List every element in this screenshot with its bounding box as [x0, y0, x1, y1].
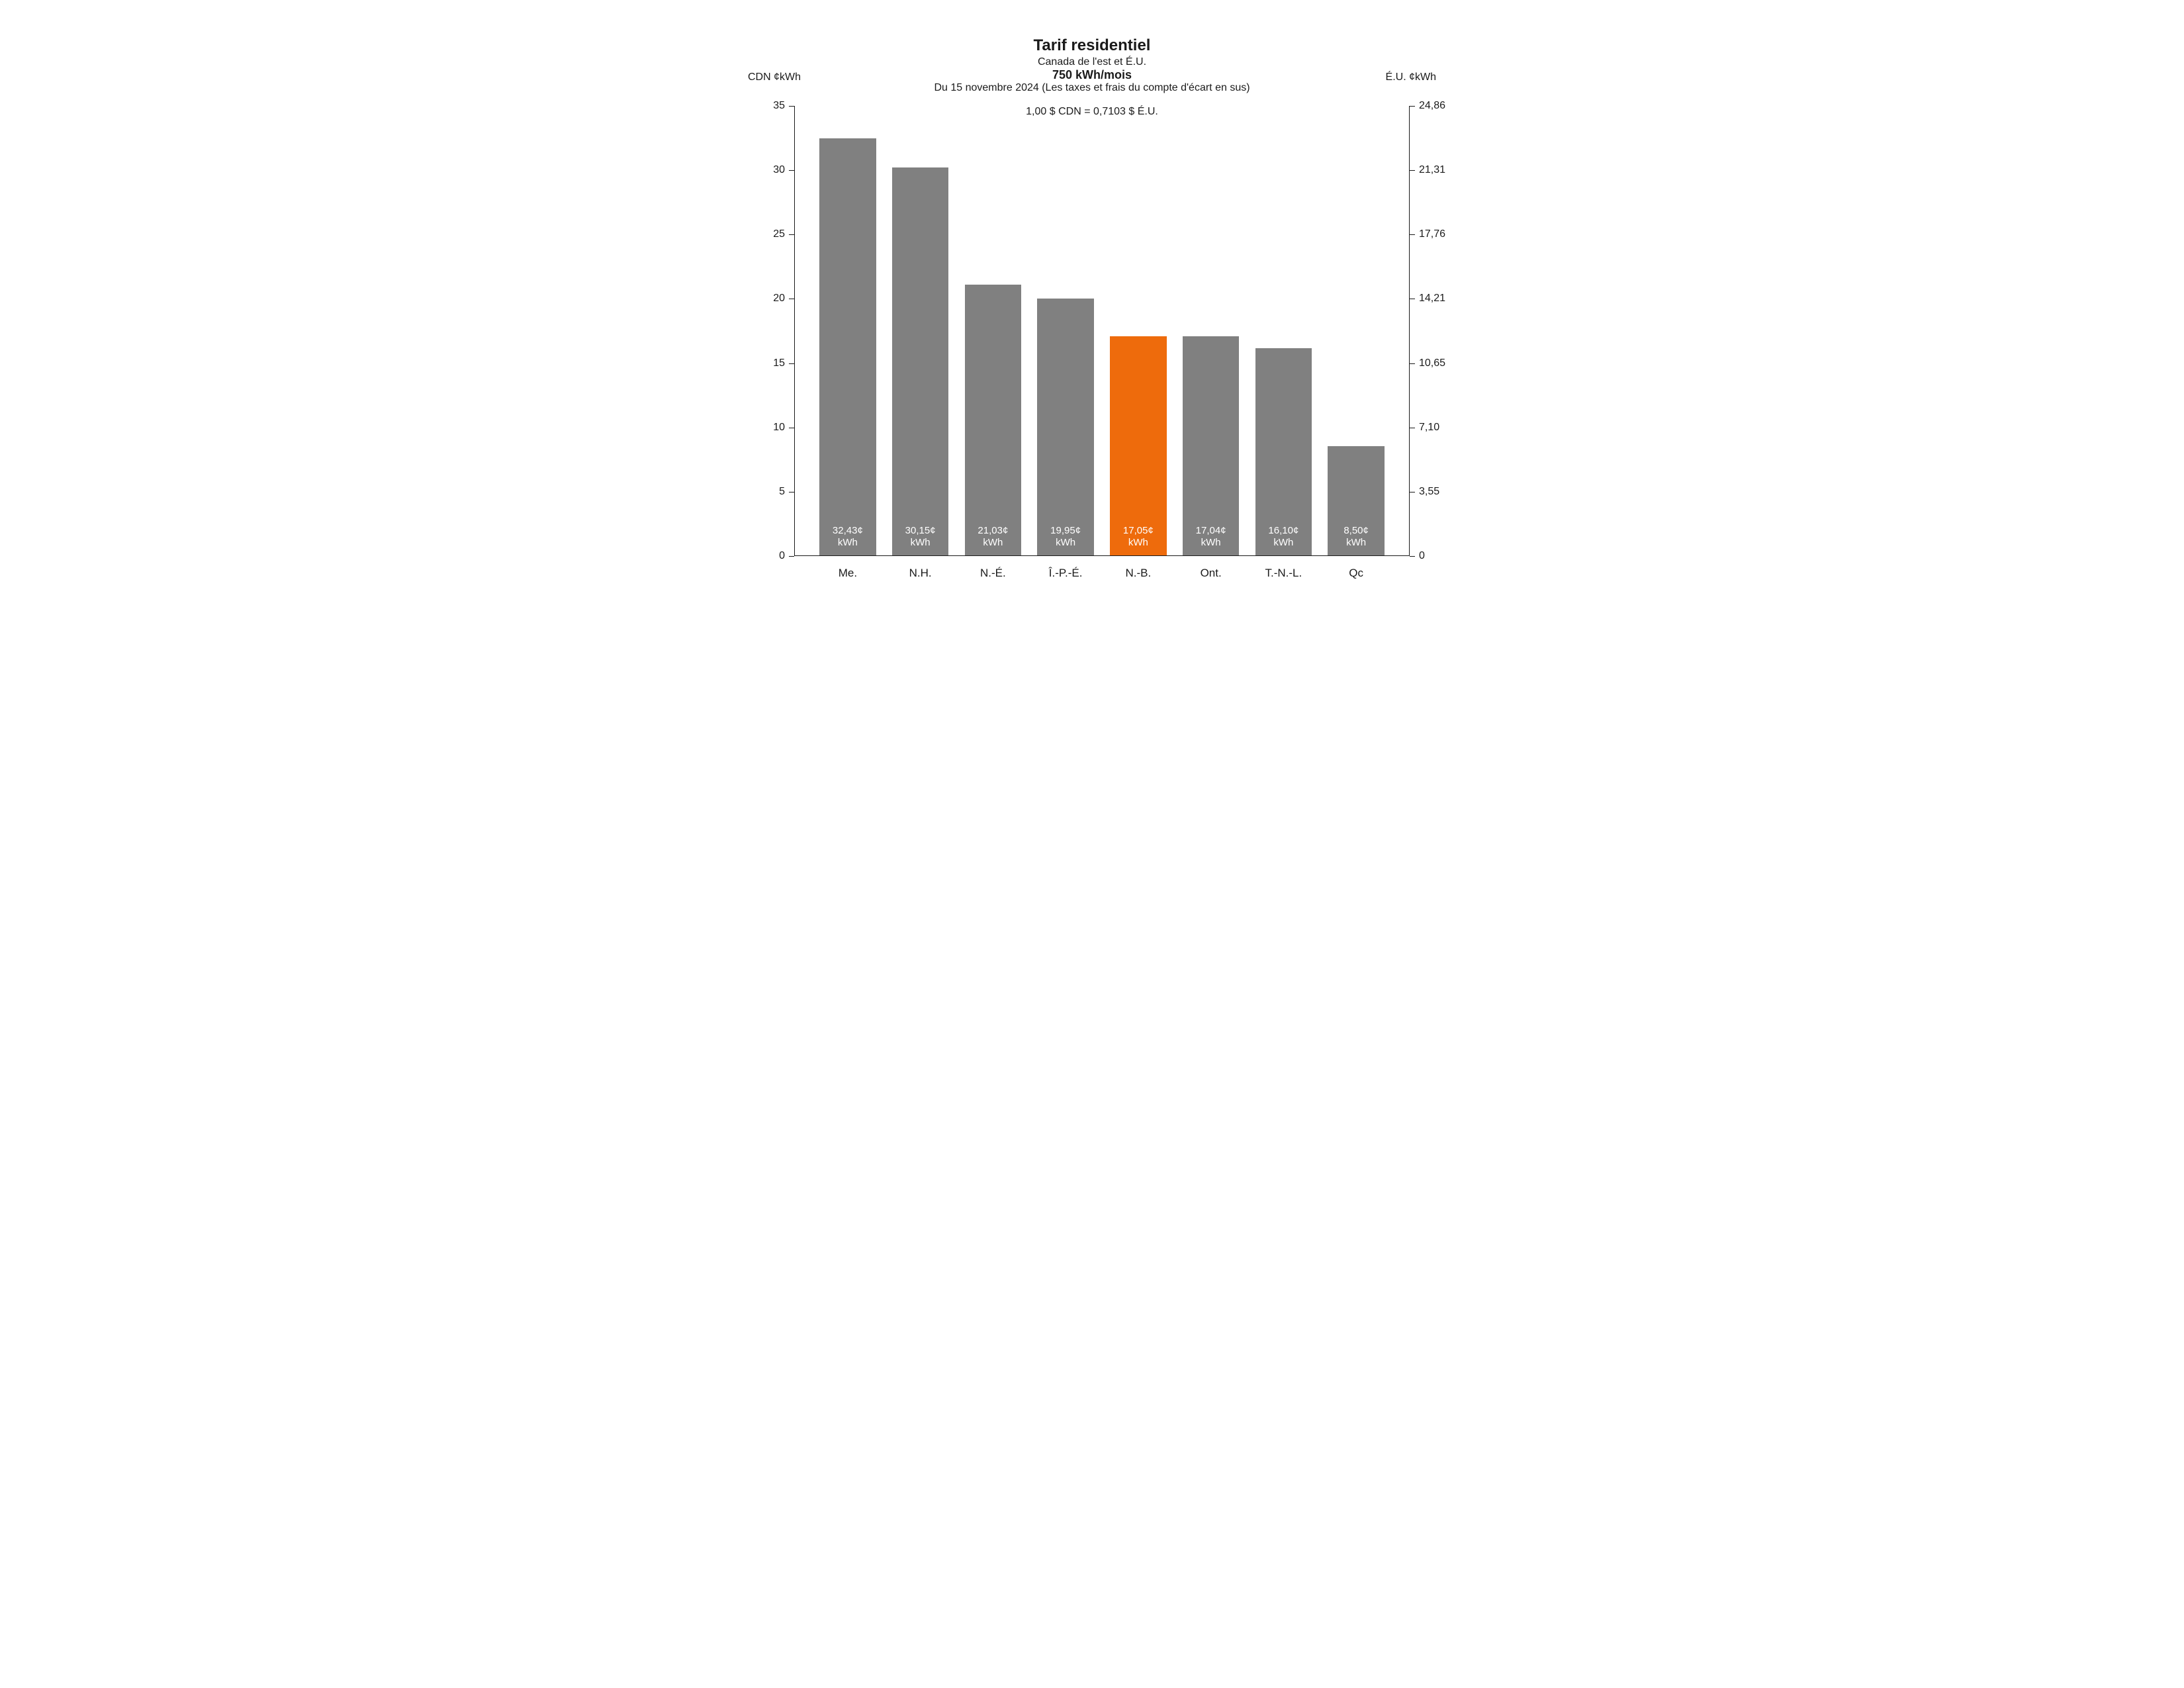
x-axis-category-label: T.-N.-L.: [1265, 567, 1302, 580]
bar: 8,50¢kWh: [1328, 446, 1385, 555]
x-axis-category-label: Qc: [1349, 567, 1363, 580]
bar: 17,05¢kWh: [1110, 336, 1167, 555]
y-axis-right-tick-label: 0: [1419, 550, 1425, 562]
y-axis-right-tick: [1410, 170, 1415, 171]
plot-area: 32,43¢kWh 30,15¢kWh 21,03¢kWh 19,95¢kWh 17,0…: [794, 106, 1410, 556]
bar-value-label: 19,95¢kWh: [1037, 525, 1094, 549]
y-axis-right-tick-label: 24,86: [1419, 100, 1445, 112]
bar-value-label: 17,05¢kWh: [1110, 525, 1167, 549]
y-axis-right-tick-label: 21,31: [1419, 164, 1445, 176]
y-axis-right-tick-label: 14,21: [1419, 293, 1445, 305]
y-axis-left-tick-label: 30: [773, 164, 785, 176]
bar: 21,03¢kWh: [965, 285, 1022, 555]
y-axis-left-tick-label: 5: [779, 486, 785, 498]
y-axis-left-tick-label: 35: [773, 100, 785, 112]
chart-page: CDN ¢kWh É.U. ¢kWh Tarif residentiel Can…: [688, 0, 1496, 624]
x-axis-category-label: N.-É.: [980, 567, 1006, 580]
chart-subtitle-date: Du 15 novembre 2024 (Les taxes et frais …: [688, 82, 1496, 94]
y-axis-right-tick: [1410, 363, 1415, 364]
chart-subtitle-usage: 750 kWh/mois: [688, 68, 1496, 82]
bar: 19,95¢kWh: [1037, 299, 1094, 555]
x-axis-category-label: Î.-P.-É.: [1049, 567, 1083, 580]
bar: 30,15¢kWh: [892, 167, 949, 555]
y-axis-left-tick-label: 25: [773, 228, 785, 240]
y-axis-left-tick: [789, 556, 794, 557]
y-axis-left-tick-label: 15: [773, 357, 785, 369]
bar-value-label: 17,04¢kWh: [1183, 525, 1240, 549]
y-axis-left-tick: [789, 363, 794, 364]
y-axis-left-tick-label: 20: [773, 293, 785, 305]
bar-value-label: 32,43¢kWh: [819, 525, 876, 549]
bar-value-label: 21,03¢kWh: [965, 525, 1022, 549]
y-axis-right-tick-label: 10,65: [1419, 357, 1445, 369]
bar: 32,43¢kWh: [819, 138, 876, 555]
y-axis-left-tick-label: 0: [779, 550, 785, 562]
bar-value-label: 30,15¢kWh: [892, 525, 949, 549]
bar-value-label: 16,10¢kWh: [1255, 525, 1312, 549]
y-axis-right-tick-label: 3,55: [1419, 486, 1439, 498]
bar: 16,10¢kWh: [1255, 348, 1312, 555]
bars-container: 32,43¢kWh 30,15¢kWh 21,03¢kWh 19,95¢kWh 17,0…: [794, 106, 1410, 556]
y-axis-left-tick: [789, 234, 794, 235]
y-axis-left-tick: [789, 170, 794, 171]
x-axis-category-label: Me.: [839, 567, 857, 580]
y-axis-right-tick: [1410, 106, 1415, 107]
y-axis-left-tick: [789, 106, 794, 107]
chart-title: Tarif residentiel: [688, 36, 1496, 55]
y-axis-right-tick: [1410, 234, 1415, 235]
y-axis-left-tick-label: 10: [773, 422, 785, 434]
x-axis-category-label: N.-B.: [1126, 567, 1152, 580]
x-axis-category-label: N.H.: [909, 567, 932, 580]
chart-subtitle-region: Canada de l'est et É.U.: [688, 56, 1496, 68]
y-axis-right-tick-label: 7,10: [1419, 422, 1439, 434]
y-axis-right-tick: [1410, 556, 1415, 557]
x-axis-category-label: Ont.: [1201, 567, 1222, 580]
bar-value-label: 8,50¢kWh: [1328, 525, 1385, 549]
y-axis-right-tick-label: 17,76: [1419, 228, 1445, 240]
bar: 17,04¢kWh: [1183, 336, 1240, 555]
